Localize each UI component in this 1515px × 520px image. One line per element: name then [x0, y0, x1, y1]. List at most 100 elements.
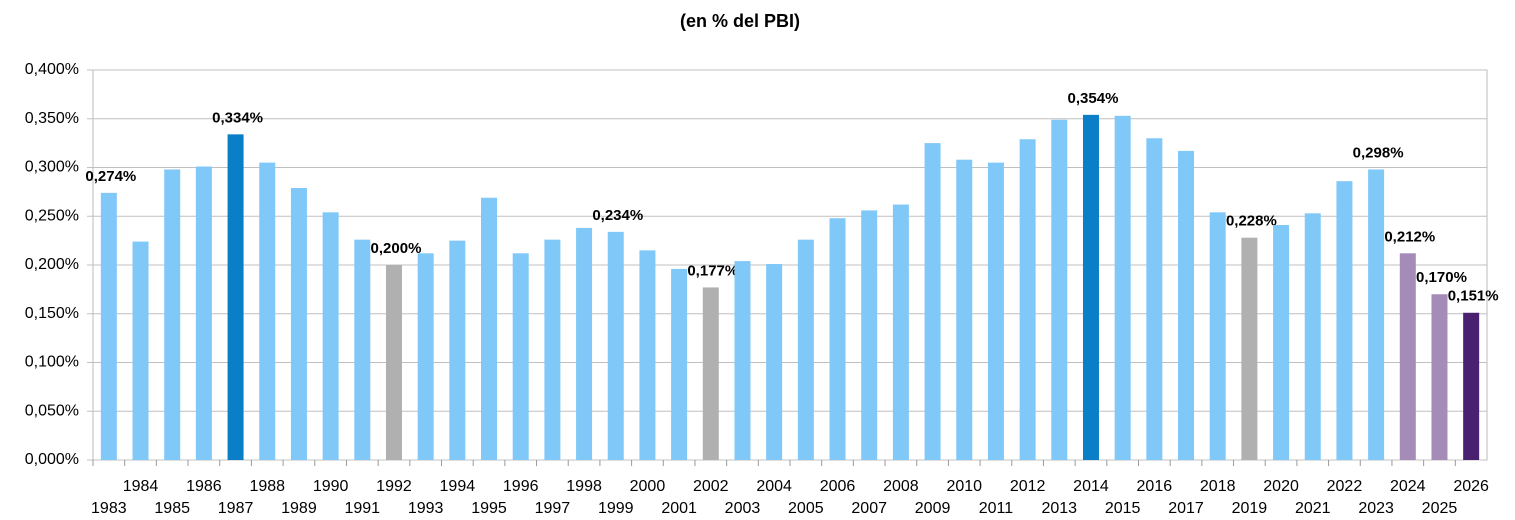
x-tick-label: 2018: [1200, 478, 1236, 495]
x-tick-label: 1995: [471, 500, 507, 517]
x-tick-label: 2002: [693, 478, 729, 495]
x-tick-label: 1985: [154, 500, 190, 517]
bar: [512, 253, 529, 460]
value-label: 0,228%: [1226, 213, 1277, 230]
bar: [1399, 253, 1416, 460]
bar: [607, 231, 624, 460]
x-tick-label: 1999: [598, 500, 634, 517]
bar: [1114, 115, 1131, 460]
value-label: 0,212%: [1384, 228, 1435, 245]
y-tick-label: 0,200%: [25, 256, 79, 273]
x-tick-label: 1991: [344, 500, 380, 517]
bar: [766, 264, 783, 460]
y-tick-label: 0,100%: [25, 354, 79, 371]
x-tick-label: 2020: [1263, 478, 1299, 495]
value-label: 0,234%: [592, 207, 643, 224]
x-tick-label: 2008: [883, 478, 919, 495]
bar: [290, 187, 307, 460]
value-label: 0,334%: [212, 109, 263, 126]
bar: [322, 212, 339, 460]
x-tick-label: 2026: [1453, 478, 1489, 495]
bar: [576, 227, 593, 460]
bar: [892, 204, 909, 460]
x-tick-label: 2011: [979, 500, 1014, 517]
bar: [354, 239, 371, 460]
bar: [385, 265, 402, 460]
x-tick-label: 2010: [946, 478, 982, 495]
bar: [1304, 213, 1321, 460]
chart-title: (en % del PBI): [680, 11, 800, 31]
value-label: 0,151%: [1448, 288, 1499, 305]
bar: [861, 210, 878, 460]
value-label: 0,170%: [1416, 269, 1467, 286]
x-tick-label: 1998: [566, 478, 602, 495]
x-tick-label: 2014: [1073, 478, 1109, 495]
x-tick-label: 2024: [1390, 478, 1426, 495]
y-tick-label: 0,150%: [25, 305, 79, 322]
bar: [671, 268, 688, 460]
x-tick-label: 2022: [1327, 478, 1363, 495]
x-tick-label: 1983: [91, 500, 127, 517]
x-tick-label: 1996: [503, 478, 539, 495]
x-tick-label: 2000: [630, 478, 666, 495]
bar: [1431, 294, 1448, 460]
x-tick-label: 2009: [915, 500, 951, 517]
x-tick-label: 2021: [1295, 500, 1331, 517]
x-tick-label: 2023: [1358, 500, 1394, 517]
bar: [1146, 138, 1163, 460]
bar: [417, 253, 434, 460]
bar: [195, 166, 212, 460]
value-label: 0,177%: [687, 262, 738, 279]
bar: [164, 169, 181, 460]
bar: [1082, 114, 1099, 460]
x-tick-label: 2017: [1168, 500, 1204, 517]
bar: [702, 287, 719, 460]
x-tick-label: 1992: [376, 478, 412, 495]
bar: [544, 239, 561, 460]
x-tick-label: 2006: [820, 478, 856, 495]
y-tick-label: 0,000%: [25, 451, 79, 468]
bar: [829, 218, 846, 460]
bar: [639, 250, 656, 460]
bar: [987, 162, 1004, 460]
x-tick-label: 2005: [788, 500, 824, 517]
x-tick-label: 1988: [249, 478, 285, 495]
bar: [481, 197, 498, 460]
bar: [1051, 119, 1068, 460]
value-label: 0,274%: [85, 168, 136, 185]
x-tick-label: 1993: [408, 500, 444, 517]
bar: [1273, 225, 1290, 460]
value-label: 0,354%: [1068, 90, 1119, 107]
bar: [797, 239, 814, 460]
x-tick-label: 2025: [1422, 500, 1458, 517]
x-tick-label: 1986: [186, 478, 222, 495]
bar: [1368, 169, 1385, 460]
x-tick-label: 1989: [281, 500, 317, 517]
bar: [227, 134, 244, 460]
x-tick-label: 1997: [535, 500, 571, 517]
bar: [449, 240, 466, 460]
bar: [1241, 237, 1258, 460]
value-label: 0,298%: [1353, 144, 1404, 161]
y-tick-label: 0,250%: [25, 207, 79, 224]
y-tick-label: 0,400%: [25, 61, 79, 78]
y-tick-label: 0,050%: [25, 402, 79, 419]
x-tick-label: 2016: [1137, 478, 1173, 495]
bar: [1019, 139, 1036, 460]
bar: [1178, 150, 1195, 461]
x-tick-label: 2015: [1105, 500, 1141, 517]
bar: [734, 261, 751, 460]
x-tick-label: 2007: [851, 500, 887, 517]
x-tick-label: 2004: [756, 478, 792, 495]
bar: [1463, 312, 1480, 460]
x-tick-label: 2001: [661, 500, 697, 517]
x-tick-label: 2013: [1041, 500, 1077, 517]
y-tick-label: 0,300%: [25, 159, 79, 176]
bar: [100, 192, 117, 460]
bar: [1209, 212, 1226, 460]
bar: [956, 159, 973, 460]
value-label: 0,200%: [371, 240, 422, 257]
x-tick-label: 2003: [725, 500, 761, 517]
x-tick-label: 2012: [1010, 478, 1046, 495]
